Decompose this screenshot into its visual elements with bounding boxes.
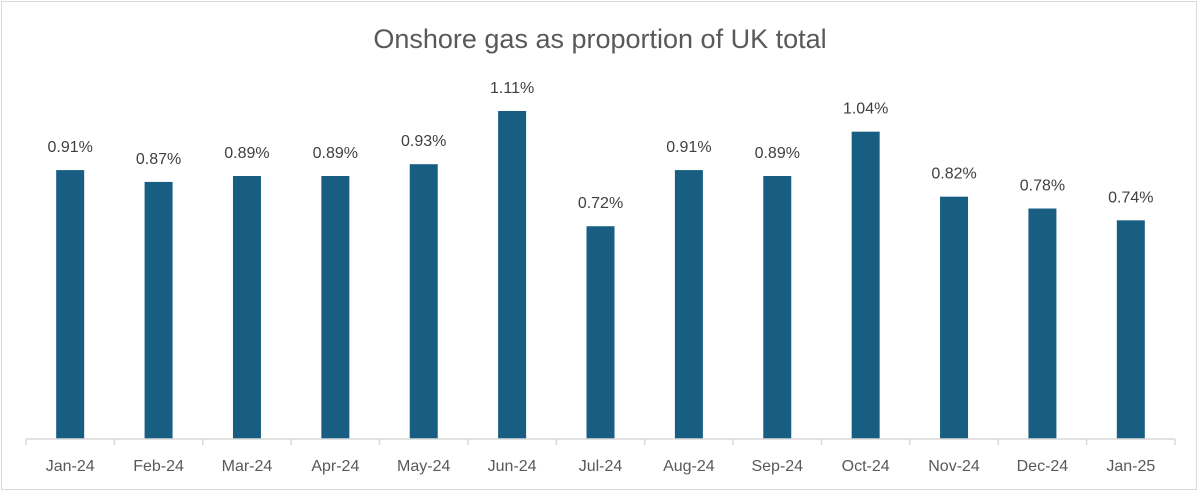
data-label: 0.78% xyxy=(1020,178,1065,195)
x-tick-label: Jan-25 xyxy=(1106,458,1155,475)
x-tick-label: Oct-24 xyxy=(842,458,890,475)
data-label: 0.91% xyxy=(666,139,711,156)
data-label: 1.04% xyxy=(843,101,888,118)
bar xyxy=(232,176,261,439)
x-tick-label: Jan-24 xyxy=(46,458,95,475)
bar xyxy=(144,181,173,440)
x-tick-label: Apr-24 xyxy=(311,458,359,475)
bar xyxy=(56,170,85,439)
bar xyxy=(1028,208,1057,439)
data-label: 0.91% xyxy=(48,139,93,156)
data-label: 0.93% xyxy=(401,133,446,150)
bar xyxy=(1116,220,1145,439)
bar xyxy=(674,170,703,439)
x-tick-label: Jun-24 xyxy=(488,458,537,475)
x-tick-label: Aug-24 xyxy=(663,458,715,475)
data-label: 0.89% xyxy=(313,145,358,162)
x-tick-label: Mar-24 xyxy=(222,458,273,475)
bar xyxy=(321,176,350,439)
data-label: 0.72% xyxy=(578,195,623,212)
bar xyxy=(586,226,615,439)
x-tick-label: Sep-24 xyxy=(751,458,803,475)
x-tick-label: Jul-24 xyxy=(579,458,623,475)
bar xyxy=(498,110,527,440)
x-tick-label: Nov-24 xyxy=(928,458,980,475)
bar xyxy=(940,196,969,439)
x-tick-label: Feb-24 xyxy=(133,458,184,475)
data-label: 0.87% xyxy=(136,151,181,168)
data-label: 0.82% xyxy=(931,166,976,183)
data-label: 0.74% xyxy=(1108,189,1153,206)
data-label: 0.89% xyxy=(755,145,800,162)
bar xyxy=(763,176,792,439)
x-tick-label: Dec-24 xyxy=(1017,458,1069,475)
data-label: 0.89% xyxy=(224,145,269,162)
bar xyxy=(851,131,880,439)
data-label: 1.11% xyxy=(490,80,534,97)
chart-title: Onshore gas as proportion of UK total xyxy=(373,24,826,54)
bar xyxy=(409,164,438,439)
x-tick-label: May-24 xyxy=(397,458,450,475)
